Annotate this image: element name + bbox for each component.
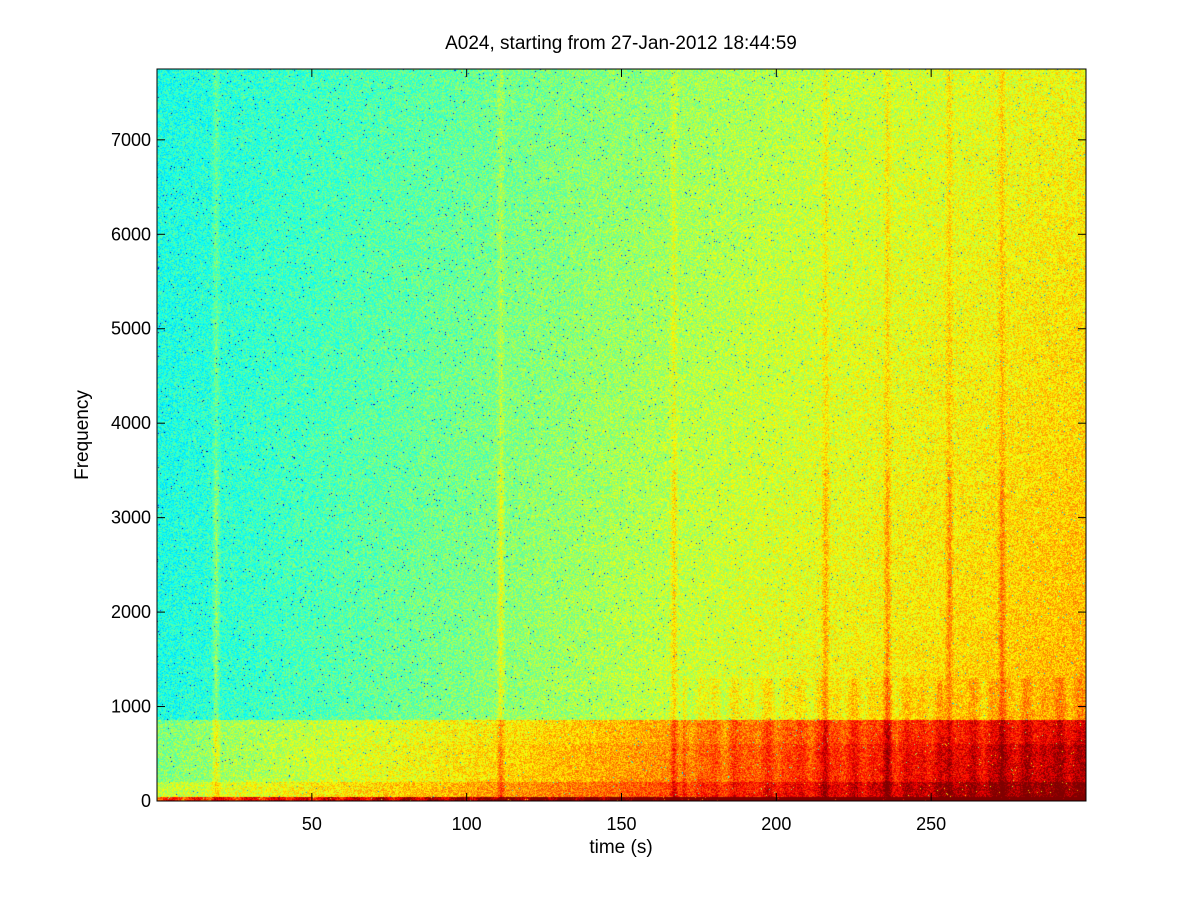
x-tick-label: 200 xyxy=(761,814,791,834)
y-tick-label: 6000 xyxy=(111,224,151,244)
y-tick-label: 7000 xyxy=(111,130,151,150)
y-axis-label: Frequency xyxy=(72,390,93,480)
y-tick-label: 3000 xyxy=(111,508,151,528)
plot-area xyxy=(156,68,1087,802)
y-tick-label: 2000 xyxy=(111,602,151,622)
y-tick-label: 4000 xyxy=(111,413,151,433)
x-tick-label: 150 xyxy=(606,814,636,834)
x-axis-label: time (s) xyxy=(589,837,652,858)
chart-title: A024, starting from 27-Jan-2012 18:44:59 xyxy=(445,33,797,54)
x-tick-label: 250 xyxy=(916,814,946,834)
spectrogram-image xyxy=(157,69,1086,801)
x-tick-label: 100 xyxy=(452,814,482,834)
x-tick-label: 50 xyxy=(302,814,322,834)
y-axis: 0 1000 2000 3000 4000 5000 6000 7000 xyxy=(111,130,1086,811)
x-axis: 50 100 150 200 250 xyxy=(302,69,946,834)
y-tick-label: 1000 xyxy=(111,697,151,717)
y-tick-label: 0 xyxy=(141,791,151,811)
y-tick-label: 5000 xyxy=(111,319,151,339)
